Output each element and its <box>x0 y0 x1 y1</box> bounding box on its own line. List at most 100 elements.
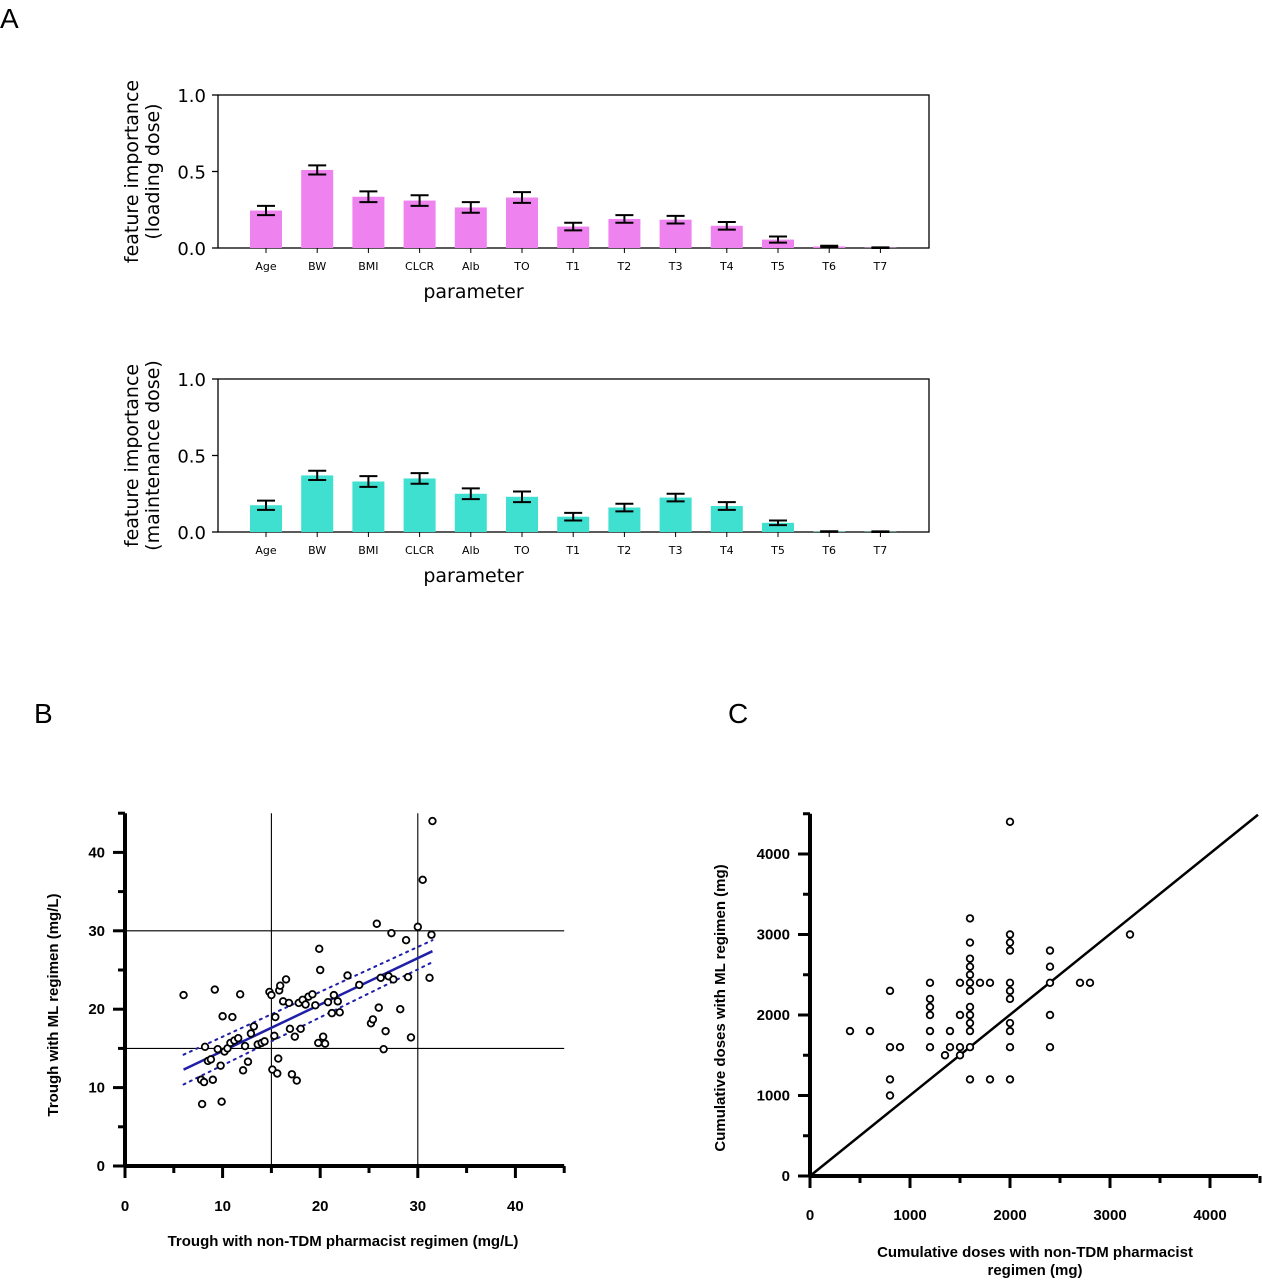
b-data-point <box>314 1038 323 1048</box>
c-x-axis-title-line: Cumulative doses with non-TDM pharmacist <box>877 1244 1193 1261</box>
b-data-point <box>275 981 285 990</box>
c-data-point <box>940 1051 950 1060</box>
maintenance-bar <box>659 497 692 532</box>
loading-x-tick-label: BW <box>308 260 326 273</box>
b-data-point <box>427 930 436 939</box>
b-y-tick-label: 30 <box>88 923 105 940</box>
c-data-point <box>945 1026 955 1036</box>
c-data-point <box>1075 978 1085 987</box>
maintenance-y-axis-title-line: feature importance <box>121 364 143 547</box>
maintenance-dose-bar-chart: Age BW BMI CLCR Alb TO T1 T2 T3 T4 T5 T6 T7 0.0 0.5 1.0… <box>121 360 930 587</box>
b-data-point <box>418 875 427 885</box>
maintenance-y-tick-label: 0.0 <box>177 523 206 544</box>
b-data-point <box>320 1039 330 1048</box>
b-data-point <box>368 1015 378 1024</box>
loading-x-tick-label: T7 <box>873 260 888 273</box>
c-data-point <box>1045 1010 1055 1020</box>
c-data-point <box>885 1075 895 1084</box>
b-data-point <box>270 1031 279 1041</box>
loading-bar <box>506 197 538 248</box>
b-data-point <box>281 975 291 984</box>
maintenance-y-axis-title-line: (maintenance dose) <box>142 360 164 551</box>
b-data-point <box>387 928 396 938</box>
loading-x-axis-title: parameter <box>423 281 523 303</box>
b-data-point <box>318 1032 328 1041</box>
b-data-point <box>308 990 317 999</box>
b-data-point <box>315 944 324 954</box>
b-y-tick-label: 20 <box>88 1001 105 1018</box>
loading-x-tick-label: Alb <box>462 260 480 273</box>
b-data-point <box>396 1005 405 1014</box>
c-y-tick-label: 3000 <box>757 927 790 944</box>
b-data-point <box>376 973 385 983</box>
loading-dose-bar-chart: Age BW BMI CLCR Alb TO T1 T2 T3 T4 T5 T6 T7 0.0 0.5 1.0… <box>121 80 930 303</box>
cumulative-dose-scatter-chart: 0 1000 2000 3000 4000 0 1000 2000 3000 4000 Cumula… <box>712 812 1262 1279</box>
b-data-point <box>217 1097 226 1106</box>
maintenance-bar <box>762 522 794 532</box>
c-data-point <box>885 986 895 996</box>
loading-x-tick-label: T2 <box>617 260 632 273</box>
loading-bar <box>710 225 743 248</box>
c-data-point <box>925 1042 935 1052</box>
c-y-tick-label: 2000 <box>757 1007 790 1024</box>
loading-x-tick-label: CLCR <box>405 260 434 273</box>
maintenance-y-tick-label: 1.0 <box>177 370 206 391</box>
c-data-point <box>1005 817 1015 826</box>
b-data-point <box>329 990 339 1000</box>
b-data-point <box>238 1066 248 1075</box>
c-data-point <box>1045 1042 1055 1052</box>
c-identity-line <box>809 813 1259 1177</box>
c-data-point <box>1045 962 1055 971</box>
b-data-point <box>428 816 437 826</box>
b-data-point <box>425 973 434 983</box>
maintenance-x-tick-label: TO <box>513 544 530 557</box>
maintenance-bar <box>403 478 436 532</box>
c-data-point <box>945 1042 955 1052</box>
b-data-point <box>323 997 333 1007</box>
maintenance-x-tick-label: CLCR <box>405 544 434 557</box>
panel-label-b: B <box>34 698 53 729</box>
panel-label-c: C <box>728 698 748 729</box>
c-data-point <box>1005 1026 1015 1036</box>
maintenance-bar <box>454 493 487 532</box>
c-x-tick-label: 2000 <box>993 1207 1026 1224</box>
b-data-point <box>213 1044 222 1054</box>
c-data-point <box>1005 930 1015 939</box>
c-data-point <box>925 1010 935 1020</box>
loading-y-tick-label: 0.0 <box>177 239 206 260</box>
loading-y-tick-label: 0.5 <box>177 163 206 184</box>
loading-bar <box>301 169 334 248</box>
c-data-point <box>985 978 995 987</box>
c-y-axis-title: Cumulative doses with ML regimen (mg) <box>712 864 729 1151</box>
b-data-point <box>206 1055 216 1064</box>
loading-y-axis-title: feature importance(loading dose) <box>121 80 164 263</box>
b-data-point <box>210 985 219 994</box>
maintenance-bar <box>352 481 385 532</box>
b-data-point <box>267 990 276 1000</box>
loading-bar <box>608 218 641 248</box>
b-data-point <box>343 971 352 980</box>
c-data-point <box>965 1026 975 1036</box>
b-data-point <box>285 1024 295 1033</box>
b-data-point <box>406 1033 416 1042</box>
maintenance-y-axis-title: feature importance(maintenance dose) <box>121 360 164 551</box>
b-data-point <box>333 997 342 1006</box>
loading-y-axis-title-line: (loading dose) <box>142 103 164 239</box>
maintenance-x-tick-label: Age <box>255 544 277 557</box>
c-data-point <box>965 938 975 947</box>
b-y-tick-label: 0 <box>97 1158 105 1175</box>
c-data-point <box>965 954 975 963</box>
b-data-point <box>208 1075 218 1084</box>
c-data-point <box>925 1002 935 1012</box>
c-data-point <box>1045 978 1055 987</box>
maintenance-x-tick-label: T4 <box>719 544 734 557</box>
b-data-point <box>218 1012 227 1021</box>
b-x-tick-label: 20 <box>312 1198 329 1215</box>
loading-bar <box>250 210 282 248</box>
b-data-point <box>284 998 294 1008</box>
c-data-point <box>955 978 965 987</box>
b-data-point <box>179 990 188 1000</box>
c-data-point <box>965 978 975 987</box>
b-data-point <box>228 1012 237 1022</box>
